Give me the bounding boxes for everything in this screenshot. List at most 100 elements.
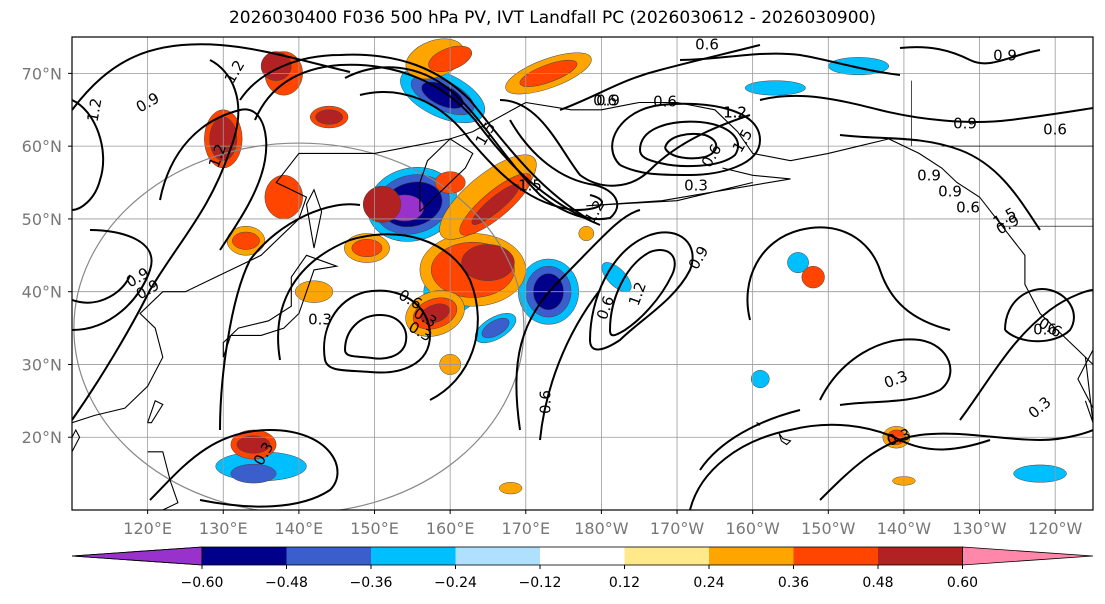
ivt-contour-line xyxy=(679,52,901,76)
colorbar-segment xyxy=(878,547,963,565)
ivt-contour-line xyxy=(72,43,351,111)
coastline xyxy=(222,254,339,358)
ivt-contour-line xyxy=(72,274,131,304)
colorbar-tick-label: 0.60 xyxy=(947,575,978,591)
ivt-contour-line xyxy=(746,226,951,331)
contour-label: 0.9 xyxy=(938,183,962,201)
colorbar-segment xyxy=(624,547,709,565)
coastline xyxy=(147,400,164,424)
x-tick-label: 130°W xyxy=(952,519,1007,538)
ivt-contour-line xyxy=(149,428,339,508)
contour-label: 0.6 xyxy=(1033,321,1057,339)
positive-pv-patch xyxy=(362,185,402,223)
x-tick-label: 170°E xyxy=(501,519,550,538)
contour-label: 1.2 xyxy=(84,97,106,124)
contour-label: 0.9 xyxy=(993,47,1017,65)
contour-label: 0.3 xyxy=(308,311,332,329)
colorbar-segment xyxy=(709,547,794,565)
colorbar-segment xyxy=(455,547,540,565)
coastline xyxy=(1084,357,1093,423)
ivt-contours xyxy=(72,43,1093,510)
contour-label: 0.6 xyxy=(593,92,617,110)
coastline xyxy=(147,451,179,510)
positive-pv-patch xyxy=(315,109,344,125)
contour-label: 1.5 xyxy=(729,126,757,156)
negative-pv-patch xyxy=(750,370,770,388)
coastlines xyxy=(72,80,1093,510)
ivt-contour-line xyxy=(515,209,641,431)
ivt-contour-line xyxy=(819,338,952,406)
colorbar-segment xyxy=(71,546,203,566)
x-tick-label: 160°E xyxy=(426,519,475,538)
contour-label: 1.2 xyxy=(221,57,249,87)
colorbar: −0.60 −0.48 −0.36 −0.24 −0.12 0.12 0.24 0.36 0.4… xyxy=(71,546,1094,591)
colorbar-frame xyxy=(201,546,963,566)
contour-label: 0.6 xyxy=(537,390,555,414)
contour-label: 0.6 xyxy=(653,93,677,111)
colorbar-tick-label: 0.12 xyxy=(609,575,640,591)
x-tick-label: 170°W xyxy=(650,519,705,538)
ivt-contour-line xyxy=(323,289,432,374)
ivt-contour-line xyxy=(609,249,676,337)
chart-title: 2026030400 F036 500 hPa PV, IVT Landfall… xyxy=(228,8,876,28)
positive-pv-patch xyxy=(264,175,303,220)
ivt-contour-line xyxy=(819,429,1093,501)
y-tick-label: 20°N xyxy=(22,428,62,447)
x-tick-label: 140°W xyxy=(877,519,932,538)
negative-pv-patch xyxy=(787,252,809,274)
ivt-contour-line xyxy=(1004,288,1075,343)
coastline xyxy=(72,102,527,424)
negative-pv-patch xyxy=(481,317,510,339)
ivt-contour-line xyxy=(254,63,601,226)
contour-label: 0.3 xyxy=(1025,393,1055,422)
colorbar-extend-max xyxy=(962,546,1094,566)
x-tick-label: 160°W xyxy=(725,519,780,538)
contour-label: 0.6 xyxy=(956,199,980,217)
contour-label: 0.9 xyxy=(685,243,713,273)
ivt-contour-line xyxy=(72,229,153,331)
positive-pv-patch xyxy=(236,435,271,454)
positive-pv-patch xyxy=(232,231,260,250)
ivt-contour-line xyxy=(639,120,740,168)
ivt-contour-line xyxy=(611,102,762,177)
contour-label: 0.6 xyxy=(1043,121,1067,139)
ivt-contour-line xyxy=(159,108,268,251)
contour-label: 0.9 xyxy=(917,167,941,185)
negative-pv-patch xyxy=(1013,464,1067,483)
y-tick-label: 40°N xyxy=(22,283,62,302)
positive-pv-patch xyxy=(461,244,515,282)
x-tick-label: 150°E xyxy=(350,519,399,538)
ivt-contour-line xyxy=(664,132,718,160)
contour-label: 1.5 xyxy=(518,177,542,195)
ivt-contour-line xyxy=(219,203,361,431)
contour-label: 0.9 xyxy=(596,92,620,110)
colorbar-tick-label: −0.60 xyxy=(181,575,224,591)
colorbar-tick-label: −0.12 xyxy=(519,575,562,591)
colorbar-segment xyxy=(540,547,625,565)
ivt-contour-line xyxy=(539,289,601,441)
negative-pv-patch xyxy=(421,81,464,109)
colorbar-tick-label: 0.24 xyxy=(693,575,724,591)
contour-label: 1.2 xyxy=(723,104,747,122)
colorbar-tick-label: −0.24 xyxy=(434,575,477,591)
x-axis-ticks: 120°E 130°E 140°E 150°E 160°E 170°E 180°W 170°W… xyxy=(123,510,1083,538)
colorbar-tick-label: −0.48 xyxy=(265,575,308,591)
x-tick-label: 120°W xyxy=(1028,519,1083,538)
positive-pv-patch xyxy=(499,482,523,495)
ivt-contour-line xyxy=(759,94,1093,123)
contour-label: 0.9 xyxy=(953,115,977,133)
coastline xyxy=(1077,349,1093,409)
ivt-contour-line xyxy=(959,289,1093,421)
colorbar-tick-label: 0.48 xyxy=(862,575,893,591)
x-tick-label: 180°W xyxy=(574,519,629,538)
y-tick-label: 30°N xyxy=(22,355,62,374)
colorbar-segment xyxy=(202,547,287,565)
colorbar-segment xyxy=(371,547,456,565)
ivt-contour-line xyxy=(72,99,105,211)
y-tick-label: 60°N xyxy=(22,137,62,156)
positive-pv-patch xyxy=(351,239,383,258)
colorbar-edge xyxy=(71,555,203,566)
positive-pv-patch xyxy=(578,225,595,242)
ivt-contour-line xyxy=(589,231,694,351)
